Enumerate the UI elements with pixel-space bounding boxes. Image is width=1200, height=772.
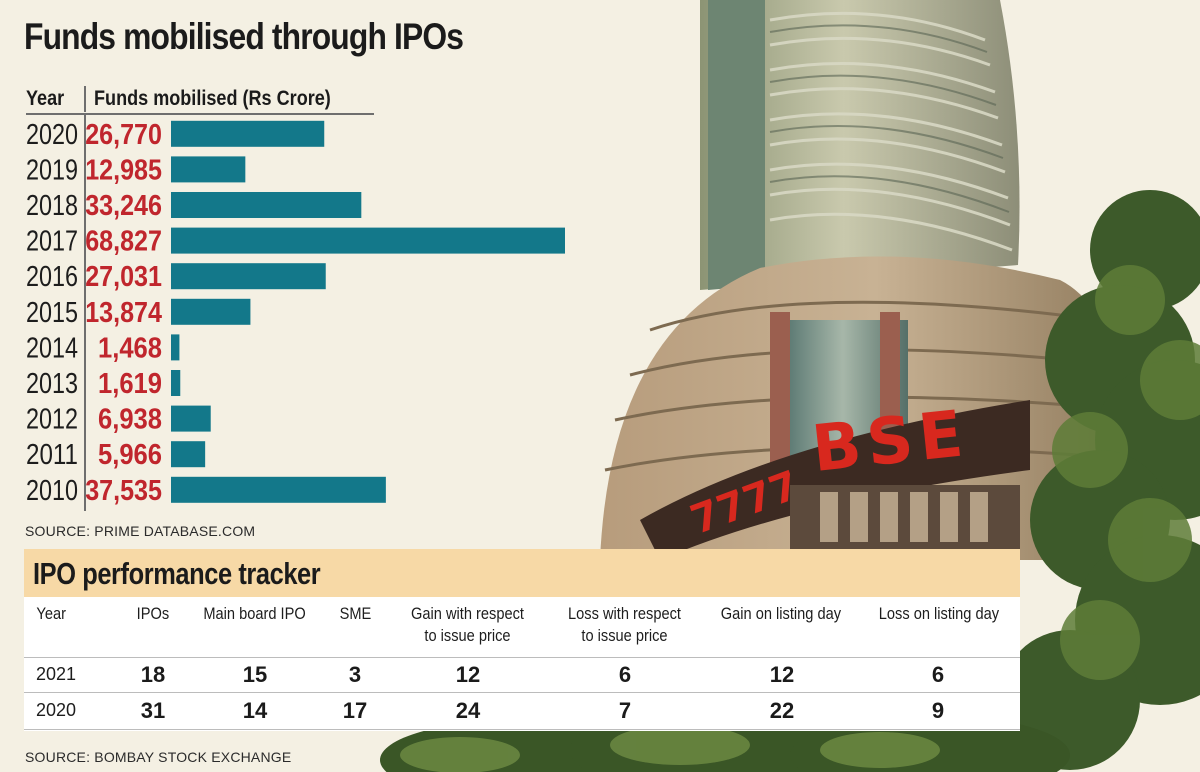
year-column-header: Year xyxy=(26,87,65,110)
value-label: 12,985 xyxy=(85,154,162,186)
bar xyxy=(171,298,251,325)
table-cell: 15 xyxy=(242,662,268,687)
value-label: 6,938 xyxy=(98,404,162,436)
table-cell: 3 xyxy=(348,662,362,687)
th-year: Year xyxy=(36,604,66,623)
year-label: 2016 xyxy=(26,261,78,293)
th-loss-listing: Loss on listing day xyxy=(878,604,999,623)
bar xyxy=(171,156,246,183)
year-label: 2017 xyxy=(26,226,78,258)
table-cell: 12 xyxy=(769,662,795,687)
bar xyxy=(171,476,386,503)
value-label: 27,031 xyxy=(85,261,162,293)
th-sme: SME xyxy=(339,604,371,623)
value-label: 33,246 xyxy=(85,190,162,222)
value-label: 68,827 xyxy=(85,226,162,258)
bse-sign: BSE xyxy=(809,397,972,487)
header-divider xyxy=(84,86,86,112)
year-label: 2020 xyxy=(26,119,78,151)
table-cell: 9 xyxy=(931,698,945,723)
chart-source: SOURCE: PRIME DATABASE.COM xyxy=(25,523,256,539)
table-cell: 12 xyxy=(455,662,481,687)
bar xyxy=(171,192,362,218)
value-label: 37,535 xyxy=(85,475,162,507)
bar xyxy=(171,227,565,254)
table-cell: 7 xyxy=(618,698,632,723)
table-cell: 17 xyxy=(342,698,368,723)
th-gain-issue: Gain with respect to issue price xyxy=(411,604,524,645)
th-gain-listing: Gain on listing day xyxy=(720,604,841,623)
value-label: 13,874 xyxy=(85,297,162,329)
year-label: 2012 xyxy=(26,404,78,436)
header-rule xyxy=(26,113,374,115)
year-label: 2015 xyxy=(26,297,78,329)
year-label: 2013 xyxy=(26,368,78,400)
table-cell: 22 xyxy=(769,698,795,723)
table-cell: 6 xyxy=(931,662,945,687)
bar xyxy=(171,263,326,290)
year-column-divider xyxy=(84,114,86,511)
year-label: 2010 xyxy=(26,475,78,507)
table-cell: 18 xyxy=(140,662,166,687)
table-row-year: 2021 xyxy=(36,664,77,684)
bar xyxy=(171,441,206,468)
chart-title: Funds mobilised through IPOs xyxy=(24,16,464,57)
bar xyxy=(171,405,211,432)
year-label: 2011 xyxy=(26,439,78,471)
th-loss-issue: Loss with respect to issue price xyxy=(568,604,681,645)
th-ipos: IPOs xyxy=(136,604,170,623)
table-rule xyxy=(24,729,1020,730)
value-label: 26,770 xyxy=(85,119,162,151)
bar xyxy=(171,120,325,147)
table-source: SOURCE: BOMBAY STOCK EXCHANGE xyxy=(25,749,292,765)
funds-column-header: Funds mobilised (Rs Crore) xyxy=(94,87,331,110)
table-rule xyxy=(24,657,1020,658)
th-main-board: Main board IPO xyxy=(203,604,307,623)
table-cell: 24 xyxy=(455,698,481,723)
year-label: 2018 xyxy=(26,190,78,222)
bar xyxy=(171,334,180,361)
year-label: 2014 xyxy=(26,332,78,364)
value-label: 1,468 xyxy=(98,332,162,364)
table-cell: 14 xyxy=(242,698,268,723)
tracker-title-bar xyxy=(24,549,1020,597)
bar xyxy=(171,370,181,396)
table-rule xyxy=(24,692,1020,693)
year-label: 2019 xyxy=(26,154,78,186)
tracker-title: IPO performance tracker xyxy=(33,556,321,591)
value-label: 1,619 xyxy=(98,368,162,400)
value-label: 5,966 xyxy=(98,439,162,471)
table-cell: 31 xyxy=(140,698,166,723)
table-row-year: 2020 xyxy=(36,700,77,720)
table-cell: 6 xyxy=(618,662,632,687)
